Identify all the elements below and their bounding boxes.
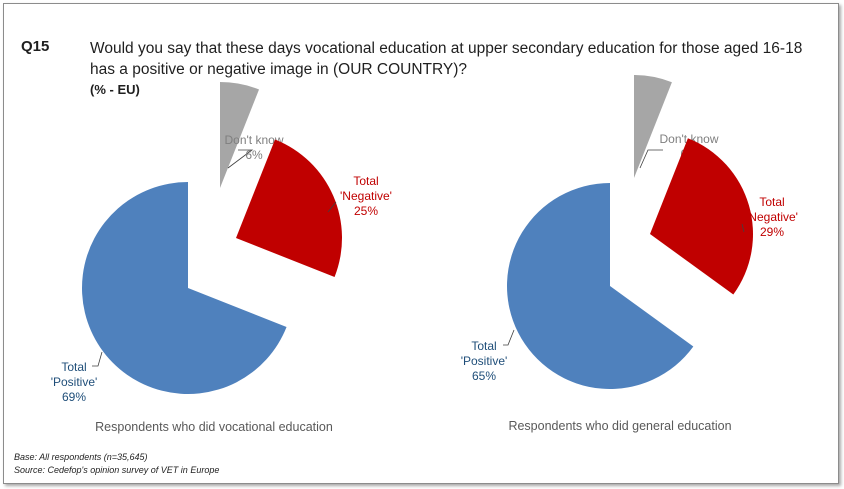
footnote-source: Source: Cedefop's opinion survey of VET … — [14, 465, 220, 475]
data-label-negative: Total 'Negative' 29% — [746, 195, 798, 239]
leader-line-positive — [503, 329, 515, 346]
pie-slice-positive — [82, 182, 287, 394]
pie-slice-dont-know — [220, 82, 260, 188]
leader-line-dont-know — [227, 149, 254, 169]
leader-line-dont-know — [639, 149, 663, 169]
pie-slice-negative — [236, 139, 343, 278]
chart-title: Respondents who did vocational education — [95, 420, 333, 434]
chart-title: Respondents who did general education — [508, 419, 731, 433]
pie-slice-negative — [650, 138, 753, 295]
pie-slice-dont-know — [634, 75, 672, 178]
footnote-base: Base: All respondents (n=35,645) — [14, 452, 148, 462]
leader-line-positive — [92, 351, 103, 367]
pie-chart-vocational: Don't know 6% Total 'Negative' 25% Total 'Posi… — [51, 82, 392, 434]
question-text: Would you say that these days vocational… — [90, 40, 803, 78]
data-label-positive: Total 'Positive' 65% — [461, 339, 508, 383]
data-label-negative: Total 'Negative' 25% — [340, 174, 392, 218]
leader-line-negative — [741, 223, 745, 233]
question-number: Q15 — [21, 38, 50, 55]
pie-slice-positive — [507, 183, 694, 390]
question-unit: (% - EU) — [90, 82, 140, 97]
pie-chart-general: Don't know6%Total'Negative'29%Total'Posi… — [461, 75, 798, 433]
leader-line-negative — [327, 201, 337, 213]
data-label-positive: Total 'Positive' 69% — [51, 360, 98, 404]
